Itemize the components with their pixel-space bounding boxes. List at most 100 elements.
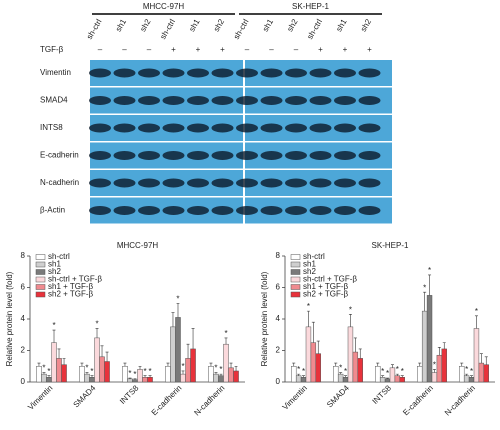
blot-band: [358, 123, 381, 133]
blot-band: [187, 151, 209, 160]
blot-band: [309, 96, 332, 105]
blot-band: [211, 96, 234, 105]
legend-swatch: [290, 261, 301, 268]
treatment-sign: +: [318, 45, 323, 54]
error-bar: [484, 356, 488, 365]
significance-marker: *: [143, 367, 146, 376]
blot-band: [138, 96, 160, 105]
significance-marker: *: [85, 364, 88, 373]
chart-title: SK-HEP-1: [372, 241, 409, 250]
error-bar: [292, 362, 296, 367]
blot-band: [285, 206, 307, 215]
bar: [352, 351, 359, 383]
bar: [233, 370, 239, 383]
legend-label: sh1 + TGF-β: [48, 282, 94, 291]
bar: [357, 358, 363, 383]
error-bar: [138, 365, 142, 370]
blot-band: [334, 178, 356, 188]
error-bar: [376, 362, 380, 367]
error-bar: [95, 328, 99, 338]
error-bar: [442, 342, 446, 349]
significance-marker: *: [344, 367, 347, 376]
bar: [384, 378, 391, 383]
error-bar: [52, 329, 56, 343]
legend-swatch: [35, 284, 46, 290]
legend-swatch: [35, 276, 46, 283]
error-bar: [143, 375, 147, 378]
y-tick-label: 2: [276, 346, 281, 355]
blot-band: [138, 206, 160, 215]
blot-band: [236, 123, 258, 133]
bar: [218, 375, 224, 383]
significance-marker: *: [214, 364, 217, 373]
bar: [463, 375, 470, 383]
significance-marker: *: [176, 294, 179, 303]
blot-band: [236, 206, 258, 215]
legend-label: sh1: [303, 260, 316, 269]
error-bar: [395, 373, 399, 376]
error-bar: [423, 291, 427, 312]
legend-swatch: [290, 269, 301, 275]
protein-label: N-cadherin: [40, 178, 79, 187]
legend-label: sh2 + TGF-β: [48, 290, 94, 299]
error-bar: [47, 375, 51, 378]
bar: [399, 377, 405, 383]
y-axis-label: Relative protein level (fold): [5, 271, 14, 366]
error-bar: [42, 372, 46, 375]
blot-band: [162, 68, 185, 78]
blot-band: [260, 178, 283, 188]
error-bar: [148, 375, 152, 378]
y-tick-label: 0: [21, 377, 26, 386]
blot-band: [260, 151, 283, 160]
y-axis-label: Relative protein level (fold): [260, 271, 269, 366]
significance-marker: *: [465, 365, 468, 374]
blot-band: [113, 178, 136, 188]
legend-swatch: [35, 291, 46, 298]
blot-band: [162, 178, 185, 188]
blot-band: [113, 151, 136, 160]
bar: [431, 372, 438, 383]
error-bar: [344, 375, 348, 378]
error-bar: [85, 372, 89, 375]
error-bar: [62, 358, 66, 365]
bar: [137, 369, 143, 383]
blot-band: [89, 123, 111, 133]
blot-band: [89, 96, 111, 105]
treatment-sign: –: [122, 45, 127, 54]
treatment-sign: +: [220, 45, 225, 54]
cell-line-label: SK-HEP-1: [292, 2, 329, 11]
blot-band: [260, 68, 283, 78]
blot-band: [309, 151, 332, 160]
error-bar: [176, 302, 180, 318]
legend-swatch: [290, 254, 301, 260]
error-bar: [57, 348, 61, 359]
error-bar: [474, 315, 478, 329]
bar: [56, 358, 62, 383]
protein-label: β-Actin: [40, 206, 65, 215]
blot-band: [162, 123, 185, 133]
bar: [436, 354, 443, 383]
significance-marker: *: [219, 365, 222, 374]
error-bar: [128, 377, 132, 379]
error-bar: [306, 310, 310, 327]
bar: [375, 366, 381, 383]
legend-swatch: [35, 269, 46, 275]
blot-band: [211, 123, 234, 133]
bar: [300, 377, 307, 383]
significance-marker: *: [90, 367, 93, 376]
treatment-sign: –: [147, 45, 152, 54]
error-bar: [100, 345, 104, 357]
bar: [142, 377, 148, 383]
significance-marker: *: [349, 305, 352, 314]
legend-swatch: [290, 291, 301, 298]
blot-band: [187, 68, 209, 78]
error-bar: [311, 321, 315, 343]
bar: [223, 343, 229, 383]
blot-band: [187, 178, 209, 188]
bar: [291, 366, 297, 383]
treatment-sign: +: [343, 45, 348, 54]
legend-swatch: [35, 254, 46, 260]
bar: [478, 362, 485, 383]
treatment-sign: –: [245, 45, 250, 54]
